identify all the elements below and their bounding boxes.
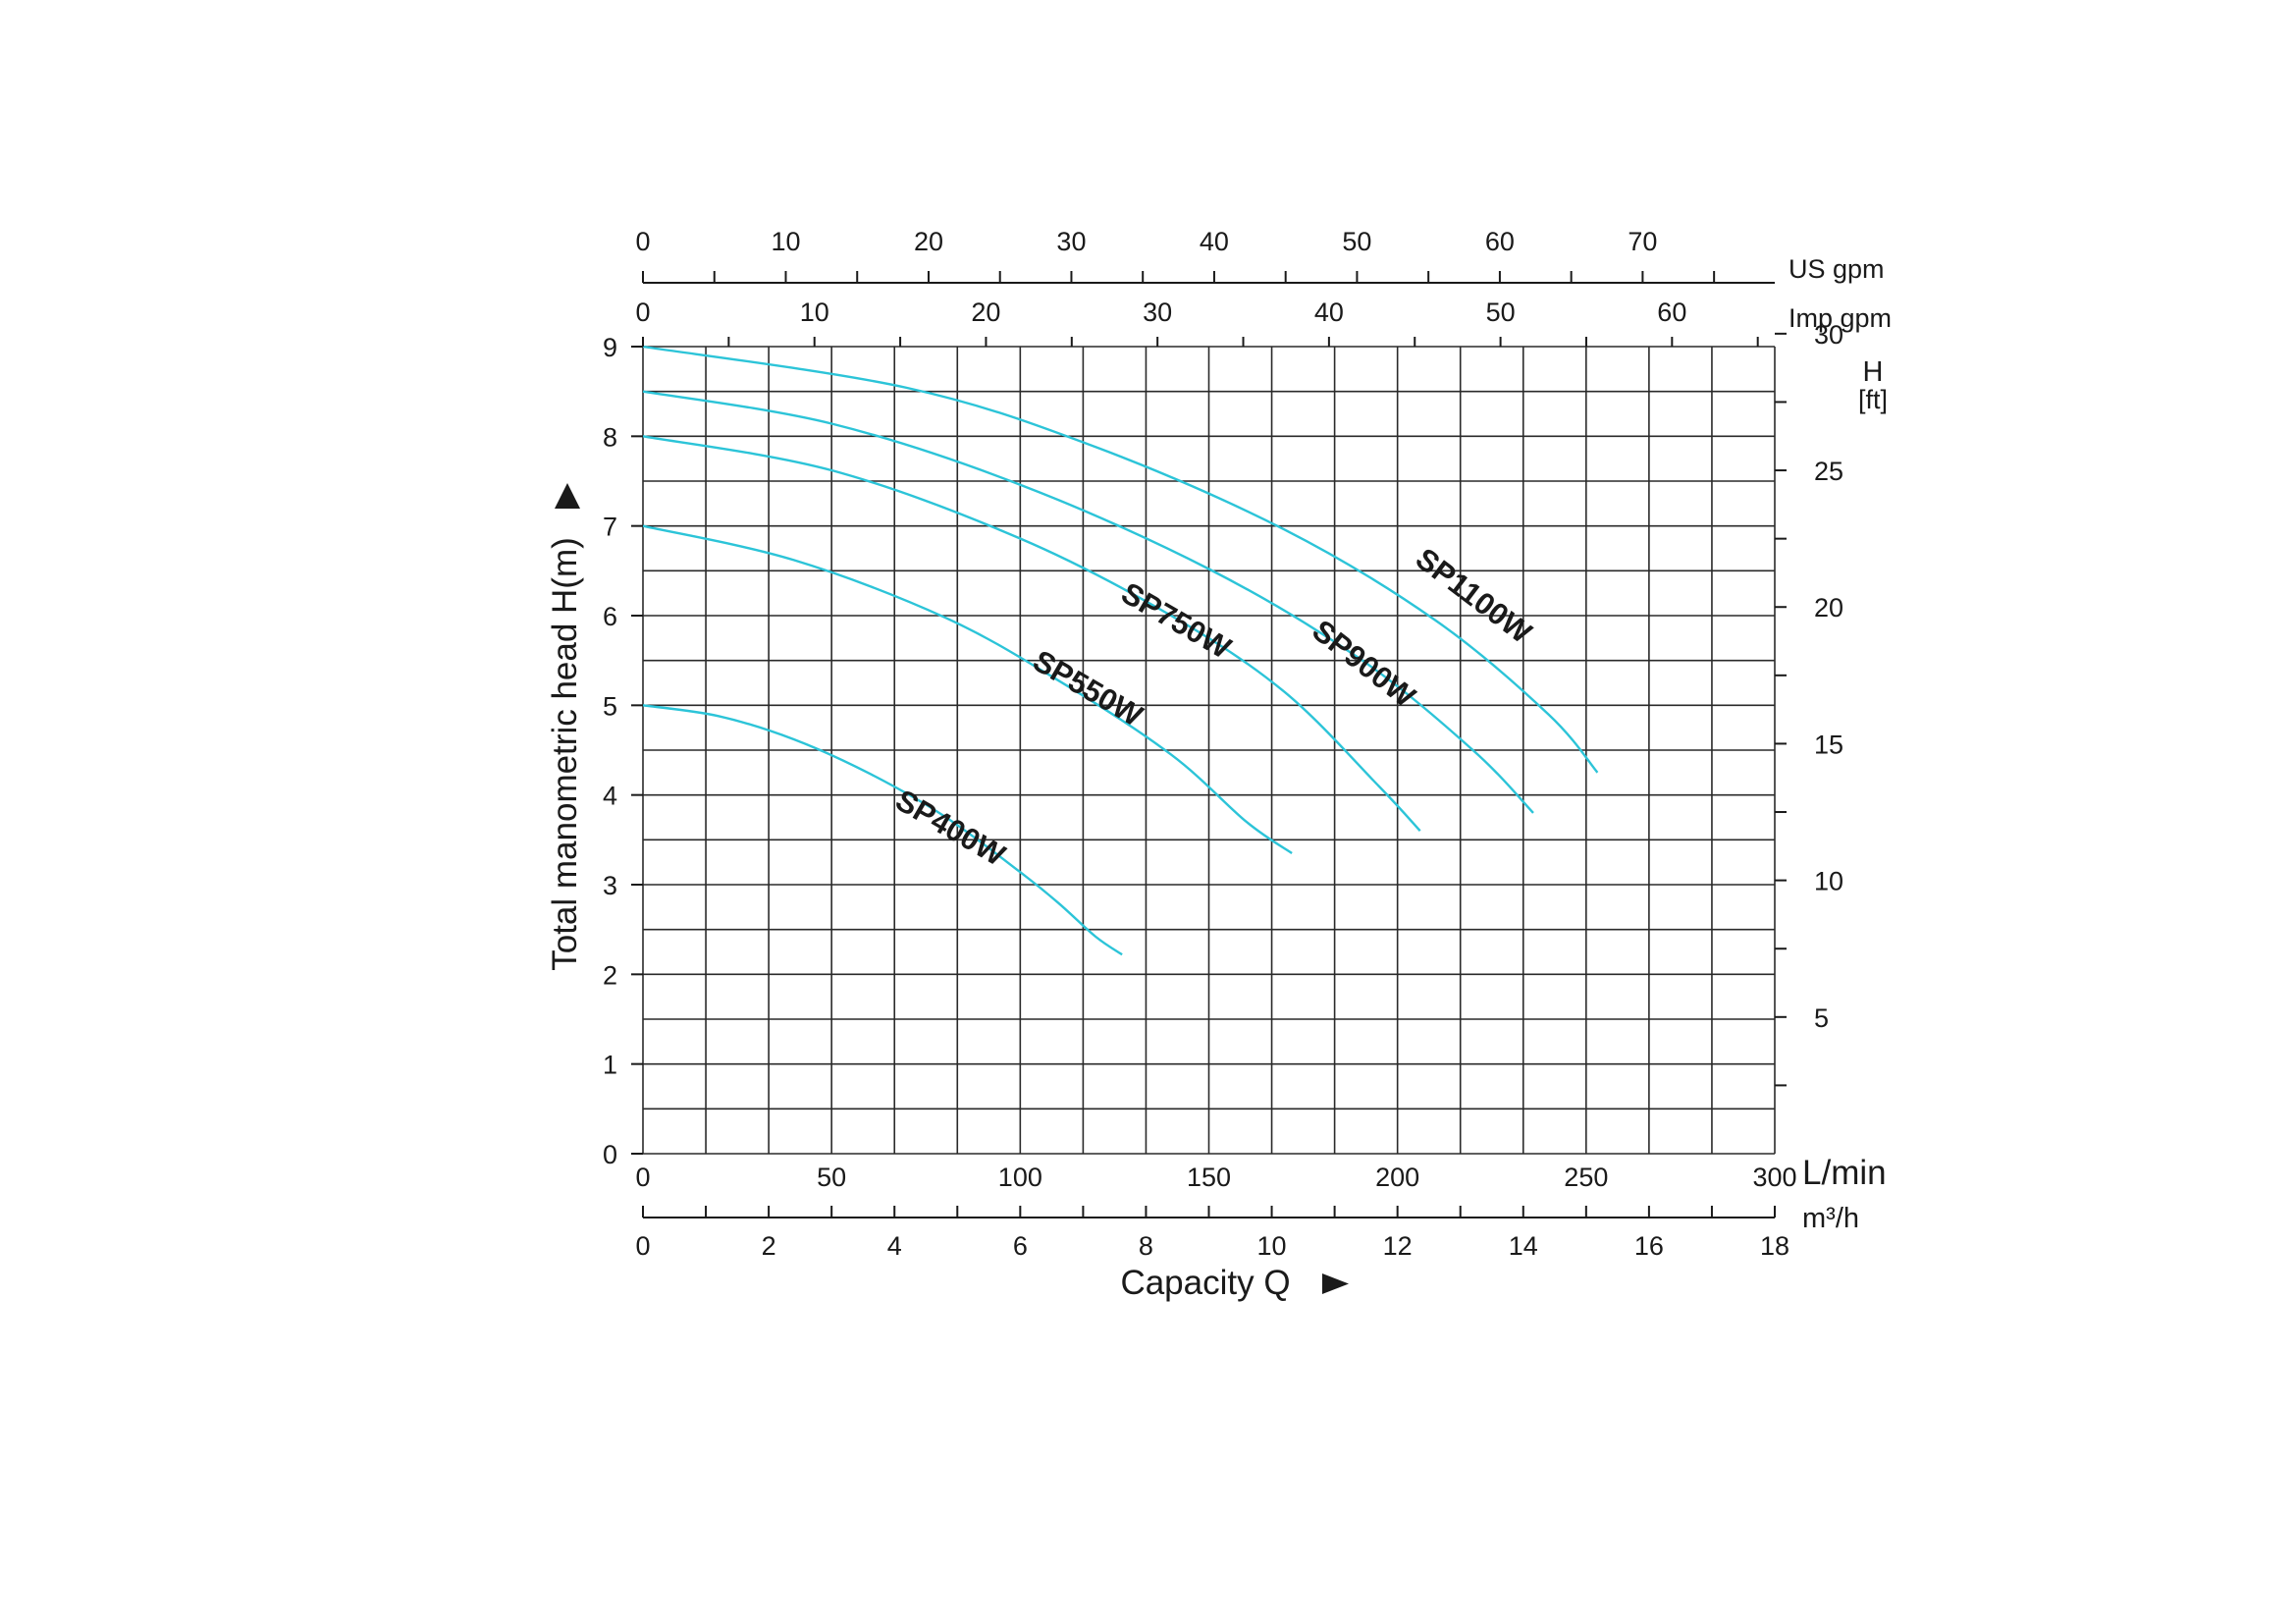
x-lmin-unit: L/min xyxy=(1802,1154,1887,1192)
performance-curves xyxy=(642,345,1599,956)
y-left-tick-label: 4 xyxy=(603,782,617,811)
curve-sp400w xyxy=(642,704,1123,956)
series-label-sp900w: SP900W xyxy=(1306,613,1422,714)
y-left-tick-label: 1 xyxy=(603,1051,617,1080)
y-axis-title: Total manometric head H(m) xyxy=(546,537,584,971)
x-usgpm-unit: US gpm xyxy=(1789,254,1885,284)
x-lmin-tick-label: 250 xyxy=(1564,1163,1608,1192)
x-axis-arrow-icon xyxy=(1322,1273,1349,1294)
y-left-tick-label: 9 xyxy=(603,333,617,362)
x-axis-title: Capacity Q xyxy=(1120,1264,1290,1302)
x-m3h-tick-label: 6 xyxy=(1013,1231,1028,1261)
x-lmin-tick-label: 100 xyxy=(998,1163,1042,1192)
y-left-tick-label: 6 xyxy=(603,602,617,631)
y-right-unit-top: H xyxy=(1863,356,1884,388)
y-right-tick-label: 10 xyxy=(1814,867,1843,896)
x-usgpm-tick-label: 70 xyxy=(1628,227,1657,256)
y-axis-arrow-icon xyxy=(555,483,580,509)
x-usgpm-tick-label: 0 xyxy=(635,227,650,256)
x-impgpm-tick-label: 10 xyxy=(800,298,829,327)
x-impgpm-tick-label: 50 xyxy=(1486,298,1516,327)
x-m3h-tick-label: 10 xyxy=(1257,1231,1287,1261)
x-m3h-tick-label: 2 xyxy=(762,1231,776,1261)
y-right-tick-label: 30 xyxy=(1814,320,1843,350)
series-label-sp400w: SP400W xyxy=(890,783,1012,873)
x-m3h-tick-label: 18 xyxy=(1760,1231,1789,1261)
y-right-tick-label: 20 xyxy=(1814,593,1843,623)
curve-sp550w xyxy=(642,524,1293,854)
x-lmin-tick-label: 300 xyxy=(1752,1163,1796,1192)
x-usgpm-tick-label: 30 xyxy=(1056,227,1086,256)
axes xyxy=(631,271,1787,1218)
x-m3h-tick-label: 16 xyxy=(1634,1231,1664,1261)
curve-sp750w xyxy=(642,435,1421,833)
y-left-tick-label: 0 xyxy=(603,1140,617,1169)
x-usgpm-tick-label: 40 xyxy=(1200,227,1229,256)
series-label-sp1100w: SP1100W xyxy=(1410,541,1539,650)
x-usgpm-tick-label: 60 xyxy=(1485,227,1515,256)
y-left-tick-label: 5 xyxy=(603,691,617,721)
curve-sp1100w xyxy=(642,345,1599,774)
x-m3h-tick-label: 12 xyxy=(1383,1231,1413,1261)
x-impgpm-tick-label: 60 xyxy=(1657,298,1686,327)
x-m3h-tick-label: 4 xyxy=(887,1231,902,1261)
x-m3h-tick-label: 14 xyxy=(1509,1231,1538,1261)
x-m3h-unit: m³/h xyxy=(1802,1203,1859,1234)
y-left-tick-label: 3 xyxy=(603,871,617,900)
x-impgpm-tick-label: 20 xyxy=(971,298,1000,327)
x-m3h-tick-label: 8 xyxy=(1139,1231,1153,1261)
x-lmin-tick-label: 0 xyxy=(635,1163,650,1192)
x-usgpm-tick-label: 50 xyxy=(1342,227,1371,256)
x-usgpm-tick-label: 20 xyxy=(914,227,943,256)
y-left-tick-label: 7 xyxy=(603,513,617,542)
y-right-unit-bottom: [ft] xyxy=(1858,385,1888,414)
x-impgpm-tick-label: 40 xyxy=(1314,298,1344,327)
series-label-sp550w: SP550W xyxy=(1028,643,1149,733)
y-right-tick-label: 25 xyxy=(1814,457,1843,486)
grid xyxy=(642,346,1776,1155)
x-m3h-tick-label: 0 xyxy=(635,1231,650,1261)
x-usgpm-tick-label: 10 xyxy=(771,227,800,256)
x-impgpm-tick-label: 30 xyxy=(1143,298,1172,327)
y-left-tick-label: 2 xyxy=(603,960,617,990)
curve-sp900w xyxy=(642,390,1534,814)
x-impgpm-tick-label: 0 xyxy=(635,298,650,327)
x-lmin-tick-label: 200 xyxy=(1375,1163,1419,1192)
y-left-tick-label: 8 xyxy=(603,422,617,452)
y-right-tick-label: 15 xyxy=(1814,730,1843,759)
y-right-tick-label: 5 xyxy=(1814,1003,1829,1033)
x-lmin-tick-label: 50 xyxy=(817,1163,846,1192)
x-impgpm-unit: Imp gpm xyxy=(1789,303,1892,333)
x-lmin-tick-label: 150 xyxy=(1187,1163,1231,1192)
series-label-sp750w: SP750W xyxy=(1116,575,1238,666)
